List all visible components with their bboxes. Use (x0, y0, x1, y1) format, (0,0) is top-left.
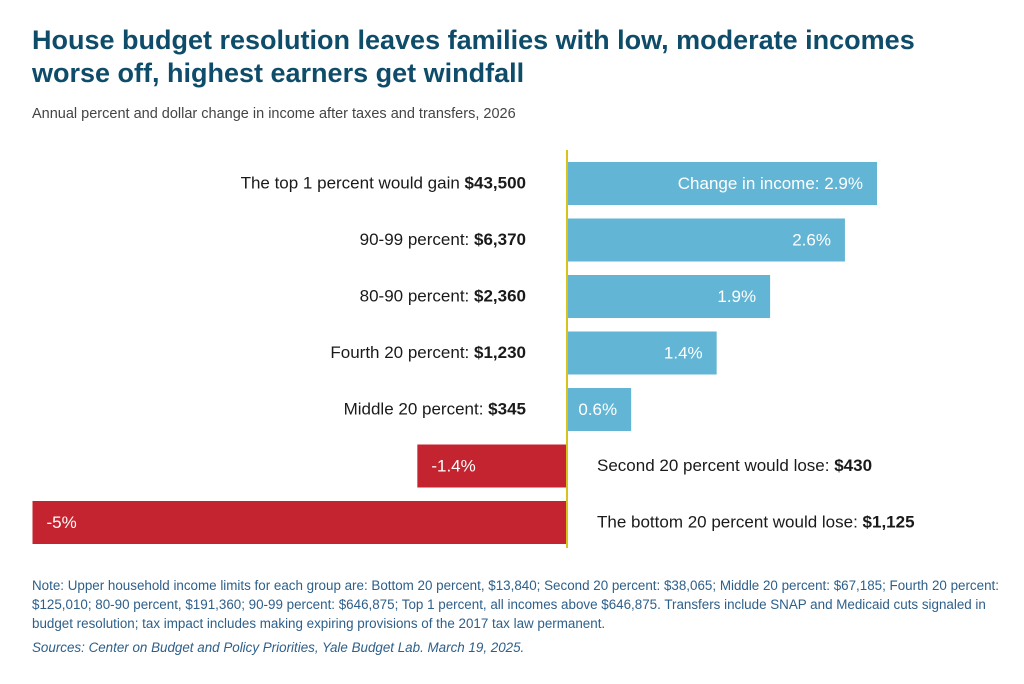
chart-subtitle: Annual percent and dollar change in inco… (32, 106, 516, 122)
category-label-0: The top 1 percent would gain $43,500 (241, 174, 526, 193)
chart-note: Note: Upper household income limits for … (32, 578, 999, 631)
value-label-3: 1.4% (664, 343, 703, 362)
category-label-6: The bottom 20 percent would lose: $1,125 (597, 513, 915, 532)
value-label-1: 2.6% (792, 230, 831, 249)
category-label-4: Middle 20 percent: $345 (344, 400, 526, 419)
value-label-6: -5% (47, 513, 77, 532)
chart-source: Sources: Center on Budget and Policy Pri… (32, 640, 525, 655)
bar-2 (567, 275, 771, 318)
category-label-2: 80-90 percent: $2,360 (360, 287, 526, 306)
category-label-3: Fourth 20 percent: $1,230 (330, 343, 526, 362)
bar-0 (567, 162, 878, 205)
value-label-5: -1.4% (431, 456, 475, 475)
value-label-2: 1.9% (717, 287, 756, 306)
bar-3 (567, 331, 717, 375)
category-label-1: 90-99 percent: $6,370 (360, 230, 526, 249)
bar-4 (567, 388, 632, 431)
bar-5 (417, 444, 567, 488)
bar-1 (567, 218, 845, 262)
bar-6 (32, 501, 567, 544)
chart-title: House budget resolution leaves families … (32, 25, 915, 88)
value-label-0: Change in income: 2.9% (678, 174, 863, 193)
category-label-5: Second 20 percent would lose: $430 (597, 456, 872, 475)
value-label-4: 0.6% (578, 400, 617, 419)
bar-chart: Change in income: 2.9% The top 1 percent … (32, 150, 915, 548)
